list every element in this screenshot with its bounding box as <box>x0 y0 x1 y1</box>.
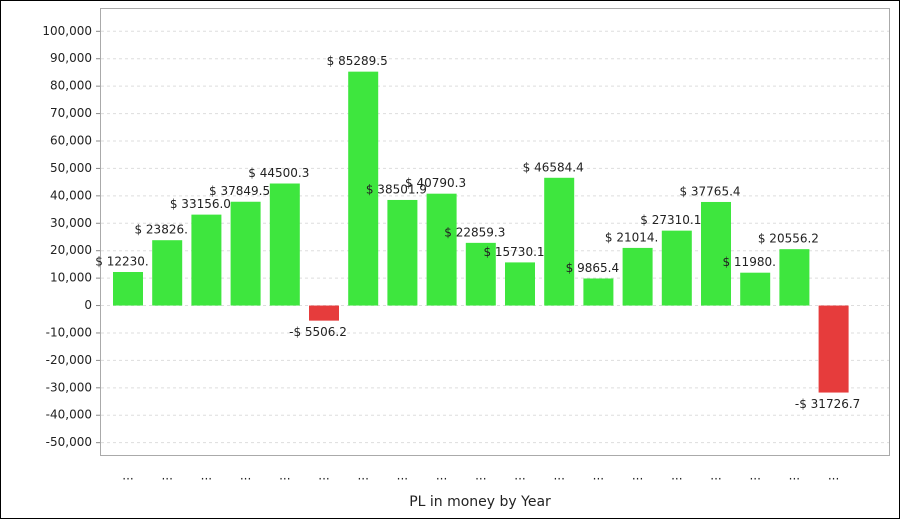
data-label: $ 37849.5 <box>209 184 270 198</box>
data-label: $ 44500.3 <box>248 166 309 180</box>
y-tick-label: 70,000 <box>50 106 92 120</box>
data-label: $ 20556.2 <box>758 232 819 246</box>
y-tick-label: 20,000 <box>50 243 92 257</box>
bar <box>269 183 300 306</box>
data-label: $ 33156.0 <box>170 197 231 211</box>
data-label: $ 37765.4 <box>679 184 740 198</box>
bar <box>505 262 535 306</box>
x-tick-label: ... <box>161 469 172 483</box>
y-tick-label: 90,000 <box>50 51 92 65</box>
y-tick-label: -20,000 <box>46 353 92 367</box>
data-label: $ 15730.1 <box>483 245 544 259</box>
y-tick-label: -10,000 <box>46 325 92 339</box>
bar <box>661 230 692 306</box>
bar <box>348 71 379 306</box>
y-tick-label: 80,000 <box>50 79 92 93</box>
data-label: $ 9865.4 <box>566 261 619 275</box>
bar <box>191 214 222 306</box>
x-tick-label: ... <box>593 469 604 483</box>
data-label: $ 12230. <box>95 255 148 269</box>
x-tick-label: ... <box>671 469 682 483</box>
x-tick-label: ... <box>632 469 643 483</box>
data-label: $ 23826. <box>134 223 187 237</box>
bar <box>779 249 810 306</box>
data-label: $ 46584.4 <box>523 160 584 174</box>
bar <box>230 201 261 306</box>
y-tick-label: 60,000 <box>50 134 92 148</box>
y-tick-label: 50,000 <box>50 161 92 175</box>
y-tick-label: 40,000 <box>50 188 92 202</box>
bar <box>740 272 771 306</box>
data-label: $ 40790.3 <box>405 176 466 190</box>
x-tick-label: ... <box>201 469 212 483</box>
x-tick-label: ... <box>710 469 721 483</box>
x-tick-label: ... <box>279 469 290 483</box>
data-label: $ 85289.5 <box>327 54 388 68</box>
bar <box>387 199 418 306</box>
y-tick-label: 0 <box>84 298 92 312</box>
x-axis-title: PL in money by Year <box>409 494 551 510</box>
y-tick-label: -30,000 <box>46 380 92 394</box>
y-tick-label: 100,000 <box>42 24 92 38</box>
x-tick-label: ... <box>122 469 133 483</box>
x-tick-label: ... <box>828 469 839 483</box>
x-tick-label: ... <box>789 469 800 483</box>
bar <box>622 247 653 306</box>
x-tick-label: ... <box>357 469 368 483</box>
x-tick-label: ... <box>397 469 408 483</box>
data-label: $ 22859.3 <box>444 225 505 239</box>
x-tick-label: ... <box>553 469 564 483</box>
y-tick-label: 10,000 <box>50 271 92 285</box>
bar <box>426 193 457 306</box>
data-label: $ 11980. <box>722 255 775 269</box>
x-tick-label: ... <box>749 469 760 483</box>
data-label: $ 27310.1 <box>640 213 701 227</box>
data-label: -$ 31726.7 <box>795 397 860 411</box>
bar <box>583 278 614 306</box>
x-tick-label: ... <box>475 469 486 483</box>
x-tick-label: ... <box>318 469 329 483</box>
data-label: $ 38501.9 <box>366 182 427 196</box>
bar <box>113 272 143 306</box>
bar <box>544 177 575 306</box>
bar <box>309 305 339 321</box>
y-tick-label: -40,000 <box>46 408 92 422</box>
data-label: -$ 5506.2 <box>289 325 347 339</box>
x-tick-label: ... <box>436 469 447 483</box>
y-tick-label: 30,000 <box>50 216 92 230</box>
x-tick-label: ... <box>514 469 525 483</box>
bar <box>465 242 496 306</box>
data-label: $ 21014. <box>605 230 658 244</box>
bar <box>701 201 731 306</box>
y-tick-label: -50,000 <box>46 435 92 449</box>
bar <box>152 240 183 306</box>
bar <box>818 305 849 393</box>
x-tick-label: ... <box>240 469 251 483</box>
